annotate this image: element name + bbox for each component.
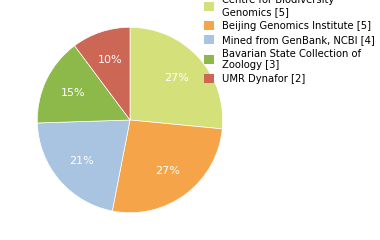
Text: 15%: 15%	[61, 88, 86, 98]
Wedge shape	[74, 27, 130, 120]
Wedge shape	[37, 120, 130, 211]
Wedge shape	[37, 46, 130, 123]
Wedge shape	[130, 27, 223, 129]
Text: 27%: 27%	[164, 73, 189, 83]
Wedge shape	[112, 120, 222, 213]
Text: 21%: 21%	[70, 156, 94, 166]
Legend: Centre for Biodiversity
Genomics [5], Beijing Genomics Institute [5], Mined from: Centre for Biodiversity Genomics [5], Be…	[201, 0, 376, 86]
Text: 10%: 10%	[98, 55, 122, 65]
Text: 27%: 27%	[155, 166, 180, 175]
